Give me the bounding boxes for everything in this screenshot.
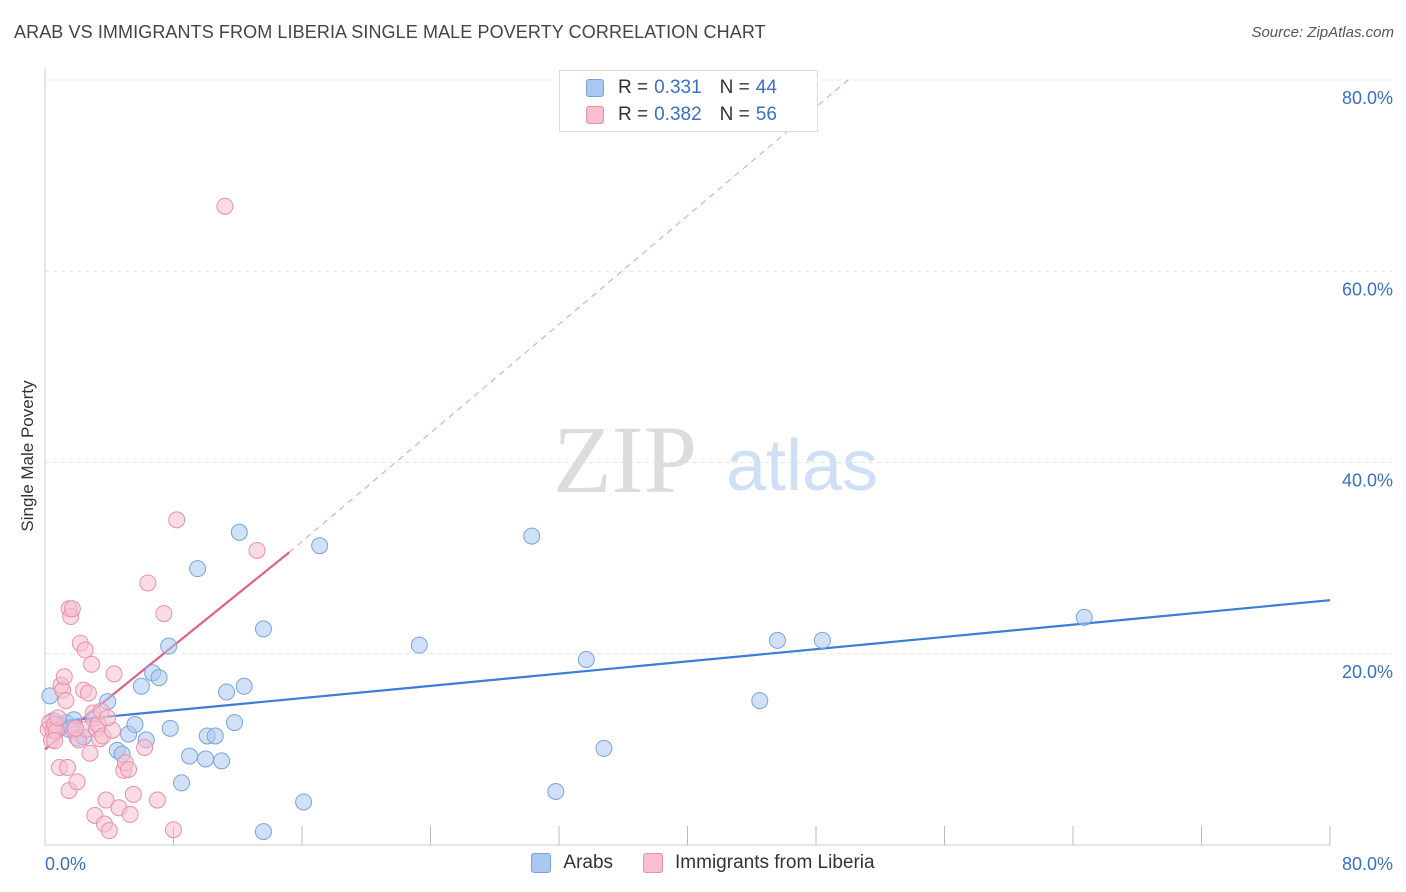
point-liberia	[79, 684, 97, 702]
point-liberia	[83, 655, 101, 673]
point-arabs	[197, 750, 215, 768]
legend-r-value-liberia: 0.382	[654, 104, 702, 125]
trend-line-extension-liberia	[288, 79, 849, 553]
series-legend-arabs[interactable]: Arabs	[531, 852, 613, 874]
point-liberia	[248, 541, 266, 559]
point-arabs	[189, 560, 207, 578]
point-liberia	[120, 760, 138, 778]
point-arabs	[254, 620, 272, 638]
point-arabs	[768, 631, 786, 649]
legend-n-label: N =	[719, 77, 750, 98]
point-liberia	[76, 641, 94, 659]
point-arabs	[813, 631, 831, 649]
point-arabs	[230, 523, 248, 541]
series-swatch-arabs	[531, 853, 552, 873]
point-liberia	[68, 773, 86, 791]
point-liberia	[105, 665, 123, 683]
point-liberia	[46, 732, 64, 750]
point-arabs	[295, 793, 313, 811]
point-liberia	[168, 511, 186, 529]
legend-n-label: N =	[719, 104, 750, 125]
watermark-atlas: atlas	[726, 426, 878, 506]
legend-n-value-arabs: 44	[755, 77, 777, 98]
trend-line-arabs	[44, 599, 1331, 724]
point-liberia	[99, 709, 117, 727]
point-liberia	[67, 719, 85, 737]
data-points	[39, 197, 1093, 841]
point-arabs	[751, 692, 769, 710]
point-arabs	[206, 727, 224, 745]
point-arabs	[213, 752, 231, 770]
point-liberia	[58, 759, 76, 777]
legend-r-value-arabs: 0.331	[654, 77, 702, 98]
point-arabs	[410, 636, 428, 654]
series-legend: Arabs Immigrants from Liberia	[0, 852, 1406, 874]
point-arabs	[577, 650, 595, 668]
point-arabs	[1075, 608, 1093, 626]
point-arabs	[181, 747, 199, 765]
point-liberia	[148, 791, 166, 809]
legend-swatch-arabs	[586, 79, 604, 97]
point-liberia	[49, 709, 67, 727]
point-liberia	[155, 605, 173, 623]
x-tick-label-min: 0.0%	[45, 854, 86, 874]
point-liberia	[97, 791, 115, 809]
point-arabs	[311, 537, 329, 555]
grid-lines	[44, 68, 1392, 846]
legend-row-liberia: R = 0.382 N = 56	[586, 104, 777, 126]
y-axis-tick-labels: 20.0% 40.0% 60.0% 80.0%	[1342, 88, 1393, 682]
point-liberia	[136, 738, 154, 756]
x-axis-ticks	[173, 826, 1331, 845]
series-legend-liberia[interactable]: Immigrants from Liberia	[643, 852, 875, 874]
correlation-legend: R = 0.331 N = 44 R = 0.382 N = 56	[559, 70, 818, 132]
series-label-arabs: Arabs	[563, 852, 614, 873]
legend-r-label: R =	[618, 77, 649, 98]
point-arabs	[132, 677, 150, 695]
point-liberia	[57, 692, 75, 710]
series-swatch-liberia	[643, 853, 664, 873]
point-liberia	[63, 600, 81, 618]
y-tick-label: 60.0%	[1342, 279, 1393, 299]
series-label-liberia: Immigrants from Liberia	[675, 852, 875, 873]
point-arabs	[595, 739, 613, 757]
legend-r-label: R =	[618, 104, 649, 125]
legend-n-value-liberia: 56	[755, 104, 777, 125]
point-arabs	[523, 527, 541, 545]
point-liberia	[216, 197, 234, 215]
point-liberia	[124, 785, 142, 803]
chart-title: ARAB VS IMMIGRANTS FROM LIBERIA SINGLE M…	[14, 22, 766, 42]
point-liberia	[139, 574, 157, 592]
x-tick-label-max: 80.0%	[1342, 854, 1393, 874]
point-arabs	[173, 774, 191, 792]
y-tick-label: 80.0%	[1342, 88, 1393, 108]
y-tick-label: 20.0%	[1342, 662, 1393, 682]
source-attribution: Source: ZipAtlas.com	[1251, 24, 1394, 41]
point-liberia	[165, 821, 182, 839]
legend-swatch-liberia	[586, 106, 604, 124]
x-axis-tick-labels: 0.0% 80.0%	[45, 854, 1393, 874]
point-arabs	[226, 714, 244, 732]
point-liberia	[121, 805, 139, 823]
point-arabs	[150, 669, 168, 687]
point-arabs	[161, 719, 179, 737]
point-arabs	[218, 683, 236, 701]
point-liberia	[100, 822, 118, 840]
point-liberia	[81, 744, 99, 762]
point-arabs	[126, 716, 144, 734]
point-arabs	[235, 677, 253, 695]
point-arabs	[254, 823, 272, 841]
watermark-zip: ZIP	[553, 406, 697, 513]
point-liberia	[55, 668, 73, 686]
legend-row-arabs: R = 0.331 N = 44	[586, 77, 777, 99]
point-arabs	[547, 782, 565, 800]
y-tick-label: 40.0%	[1342, 471, 1393, 491]
point-arabs	[160, 637, 178, 655]
